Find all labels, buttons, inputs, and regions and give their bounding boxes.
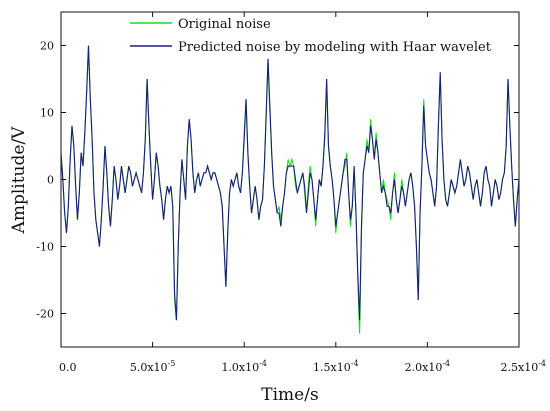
x-axis-title: Time/s — [261, 385, 318, 405]
x-tick-label: 1.0x10-4 — [221, 359, 267, 374]
y-tick-label: 0 — [47, 174, 54, 187]
plot-frame — [60, 11, 520, 348]
x-axis: 0.0 5.0x10-5 1.0x10-4 1.5x10-4 2.0x10-4 2.5x1… — [59, 12, 546, 374]
x-tick-label: 0.0 — [59, 361, 77, 374]
series-layer — [61, 45, 519, 334]
y-tick-label: -20 — [36, 308, 54, 321]
series-line-predicted-noise — [61, 45, 519, 321]
y-axis: 20 10 0 -10 -20 — [36, 40, 519, 321]
x-tick-label: 1.5x10-4 — [313, 359, 359, 374]
x-tick-label: 2.5x10-4 — [501, 359, 547, 374]
legend-label-predicted-noise: Predicted noise by modeling with Haar wa… — [178, 40, 492, 55]
y-axis-title: Amplitude/V — [9, 126, 29, 235]
y-tick-label: -10 — [36, 241, 54, 254]
legend: Original noise Predicted noise by modeli… — [130, 17, 492, 55]
x-tick-label: 2.0x10-4 — [405, 359, 451, 374]
legend-label-original-noise: Original noise — [178, 17, 271, 32]
x-tick-label: 5.0x10-5 — [130, 359, 176, 374]
y-tick-label: 20 — [40, 40, 54, 53]
y-tick-label: 10 — [40, 107, 54, 120]
